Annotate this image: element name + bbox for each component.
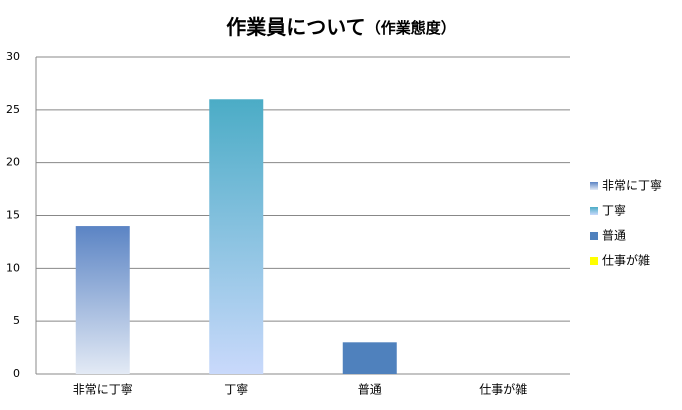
subtitle: （作業態度） [366,19,456,37]
bar [342,342,397,374]
legend-swatch [590,257,598,265]
legend-swatch [590,232,598,240]
legend-label: 非常に丁寧 [602,178,662,193]
x-tick-label: 丁寧 [224,382,248,397]
bar [75,226,130,374]
legend-swatch [590,207,598,215]
y-tick-label: 10 [6,261,20,274]
y-tick-label: 5 [13,314,20,327]
y-tick-label: 0 [13,367,20,380]
y-tick-label: 30 [6,50,20,63]
bar [209,99,264,375]
legend-swatch [590,182,598,190]
title: 作業員について [226,15,365,39]
x-tick-label: 普通 [358,383,382,397]
y-tick-label: 25 [6,103,20,116]
legend-label: 普通 [602,229,626,243]
y-tick-label: 20 [6,156,20,169]
chart-title: 作業員について（作業態度） [226,15,455,39]
legend-label: 仕事が雑 [602,253,650,268]
x-tick-label: 非常に丁寧 [73,382,133,397]
y-tick-label: 15 [6,209,20,222]
legend-label: 丁寧 [602,203,626,218]
x-tick-label: 仕事が雑 [479,382,527,397]
